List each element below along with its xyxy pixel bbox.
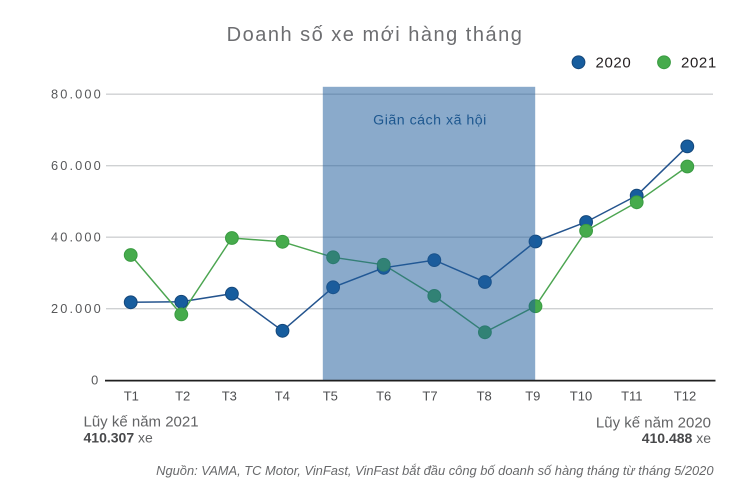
svg-text:60.000: 60.000 xyxy=(51,158,103,173)
svg-text:2021: 2021 xyxy=(681,54,717,71)
svg-text:Lũy kế năm 2021: Lũy kế năm 2021 xyxy=(84,414,199,431)
svg-text:T8: T8 xyxy=(477,388,492,403)
svg-text:410.488 xe: 410.488 xe xyxy=(642,430,711,446)
svg-text:40.000: 40.000 xyxy=(51,230,103,245)
svg-text:T1: T1 xyxy=(124,388,139,403)
svg-text:T6: T6 xyxy=(376,388,391,403)
svg-text:20.000: 20.000 xyxy=(51,301,103,316)
svg-text:T10: T10 xyxy=(570,388,592,403)
svg-text:Doanh số xe mới hàng tháng: Doanh số xe mới hàng tháng xyxy=(227,24,524,46)
svg-text:Giãn cách xã hội: Giãn cách xã hội xyxy=(373,112,487,128)
svg-text:Lũy kế năm 2020: Lũy kế năm 2020 xyxy=(596,415,711,432)
svg-text:T12: T12 xyxy=(674,388,696,403)
svg-text:2020: 2020 xyxy=(596,54,632,71)
svg-text:410.307 xe: 410.307 xe xyxy=(84,429,153,445)
svg-text:Nguồn: VAMA, TC Motor, VinFast: Nguồn: VAMA, TC Motor, VinFast, VinFast … xyxy=(156,463,714,478)
svg-text:0: 0 xyxy=(91,373,100,388)
svg-text:T4: T4 xyxy=(275,388,290,403)
svg-text:T11: T11 xyxy=(621,388,642,403)
svg-text:80.000: 80.000 xyxy=(51,87,103,102)
svg-text:T3: T3 xyxy=(222,388,237,403)
svg-text:T9: T9 xyxy=(525,388,540,403)
svg-text:T7: T7 xyxy=(422,388,437,403)
svg-text:T5: T5 xyxy=(323,388,338,403)
svg-text:T2: T2 xyxy=(175,388,190,403)
